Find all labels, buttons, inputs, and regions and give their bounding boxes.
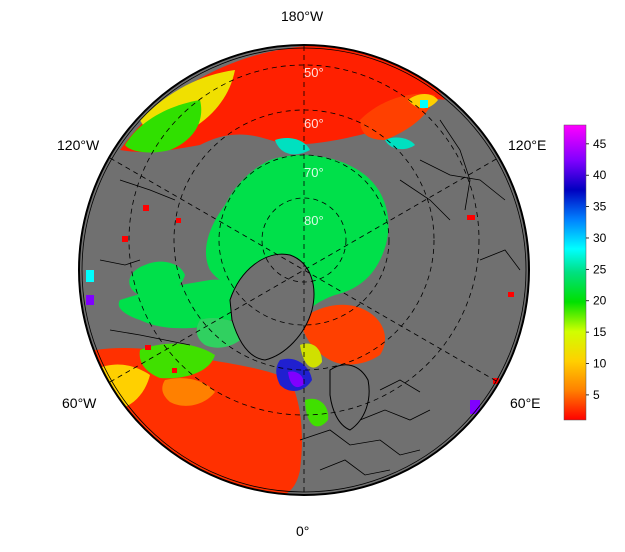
land-purple-patch bbox=[86, 295, 94, 305]
north-atlantic-data-region bbox=[94, 348, 302, 495]
colorbar-gradient bbox=[564, 125, 586, 420]
land-purple-patch bbox=[470, 400, 480, 414]
colorbar-tick-label: 25 bbox=[593, 262, 607, 276]
colorbar-tick-label: 20 bbox=[593, 294, 607, 308]
land-cyan-patch bbox=[86, 270, 94, 282]
lon-label-180w: 180°W bbox=[281, 8, 324, 24]
meridian-120w-60e bbox=[109, 157, 499, 383]
colorbar: 5 10 15 20 25 30 35 40 45 bbox=[563, 124, 607, 421]
colorbar-tick-label: 45 bbox=[593, 137, 607, 151]
lat-label-80: 80° bbox=[304, 213, 324, 228]
north-pacific-green bbox=[125, 100, 202, 153]
land-red-patch bbox=[508, 292, 514, 297]
greenland-outline bbox=[229, 253, 315, 361]
lat-label-60: 60° bbox=[304, 116, 324, 131]
greenland-sea-purple bbox=[288, 371, 304, 388]
land-red-patch bbox=[176, 218, 181, 223]
labrador-orange bbox=[162, 378, 215, 406]
colorbar-tick-label: 40 bbox=[593, 168, 607, 182]
colorbar-tick-label: 30 bbox=[593, 231, 607, 245]
colorbar-ticks: 5 10 15 20 25 30 35 40 45 bbox=[586, 137, 607, 402]
meridians bbox=[109, 46, 499, 495]
colorbar-border bbox=[563, 124, 587, 421]
colorbar-tick-label: 35 bbox=[593, 200, 607, 214]
colorbar-tick-label: 15 bbox=[593, 325, 607, 339]
globe-border bbox=[78, 44, 530, 496]
colorbar-tick-label: 10 bbox=[593, 357, 607, 371]
canadian-archipelago-region bbox=[118, 279, 266, 329]
land-red-patch bbox=[172, 368, 177, 373]
lat-label-50: 50° bbox=[304, 65, 324, 80]
land-red-patch bbox=[122, 236, 128, 242]
lon-label-60w: 60°W bbox=[62, 395, 97, 411]
lon-label-120w: 120°W bbox=[57, 137, 100, 153]
lon-label-60e: 60°E bbox=[510, 395, 541, 411]
land-red-patch bbox=[145, 345, 151, 350]
meridian-60w-120e bbox=[109, 157, 499, 383]
barents-data-region bbox=[300, 304, 385, 365]
land-cyan-patch bbox=[420, 100, 428, 108]
land-red-patch bbox=[467, 215, 475, 220]
globe-border-inner bbox=[81, 47, 527, 493]
colorbar-tick-label: 5 bbox=[593, 388, 600, 402]
europe-borders bbox=[299, 379, 431, 476]
okhotsk-cyan bbox=[385, 137, 415, 150]
norwegian-sea-green bbox=[305, 398, 329, 427]
north-america-borders bbox=[99, 179, 191, 346]
norwegian-sea-yellow bbox=[300, 343, 322, 368]
lon-label-0: 0° bbox=[296, 523, 310, 539]
land-red-patch bbox=[143, 205, 149, 211]
lat-label-70: 70° bbox=[304, 165, 324, 180]
bering-cyan bbox=[275, 138, 310, 155]
lon-label-120e: 120°E bbox=[508, 137, 547, 153]
